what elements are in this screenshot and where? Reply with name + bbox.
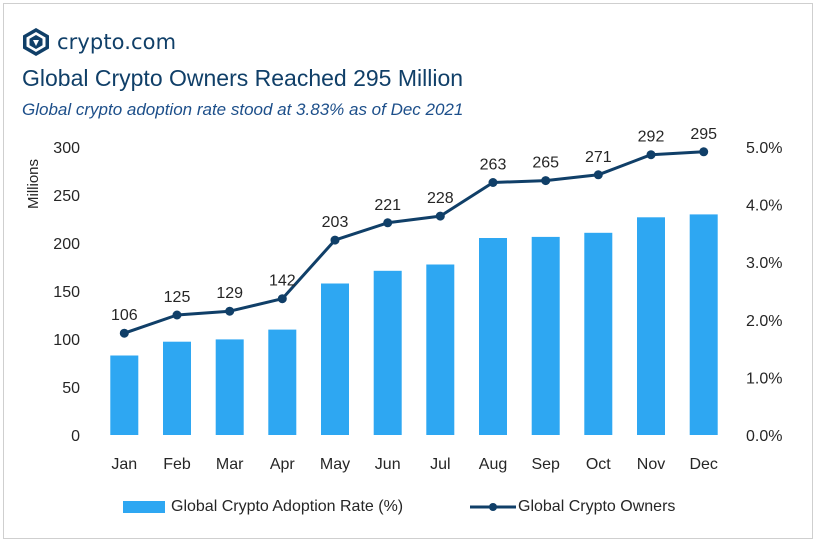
x-axis-tick-mar: Mar xyxy=(216,456,244,473)
data-label-jul: 228 xyxy=(427,190,454,207)
left-axis-tick: 50 xyxy=(62,380,80,397)
owners-point-nov xyxy=(646,150,656,160)
bar-nov xyxy=(637,217,665,435)
x-axis-tick-dec: Dec xyxy=(689,456,717,473)
x-axis-tick-apr: Apr xyxy=(270,456,296,473)
owners-point-may xyxy=(330,235,340,245)
owners-point-dec xyxy=(699,147,709,157)
legend-bar-swatch xyxy=(123,501,165,513)
chart-subtitle: Global crypto adoption rate stood at 3.8… xyxy=(22,100,464,119)
right-axis-tick: 1.0% xyxy=(746,370,782,387)
x-axis-tick-aug: Aug xyxy=(479,456,507,473)
data-label-jan: 106 xyxy=(111,307,138,324)
bar-mar xyxy=(215,339,244,435)
bar-jan xyxy=(110,355,139,435)
x-axis-tick-oct: Oct xyxy=(586,456,611,473)
right-axis-tick: 3.0% xyxy=(746,255,782,272)
legend-label-adoption-rate: Global Crypto Adoption Rate (%) xyxy=(171,498,404,515)
left-axis-tick: 250 xyxy=(53,188,80,205)
left-axis-tick: 0 xyxy=(71,428,80,445)
chart-legend: Global Crypto Adoption Rate (%) Global C… xyxy=(0,496,818,518)
owners-point-aug xyxy=(488,178,498,187)
data-label-oct: 271 xyxy=(585,149,612,166)
data-label-dec: 295 xyxy=(690,126,717,143)
data-label-feb: 125 xyxy=(164,289,191,306)
left-axis-tick: 200 xyxy=(53,236,80,253)
owners-point-jan xyxy=(119,328,129,338)
y-axis-label-left: Millions xyxy=(25,159,42,209)
left-axis-tick: 300 xyxy=(53,140,80,157)
left-axis-tick: 100 xyxy=(53,332,80,349)
chart-title: Global Crypto Owners Reached 295 Million xyxy=(22,65,464,91)
x-axis-tick-nov: Nov xyxy=(637,456,665,473)
data-label-may: 203 xyxy=(322,214,349,231)
owners-point-jun xyxy=(383,218,393,228)
x-axis-tick-jul: Jul xyxy=(430,456,450,473)
legend-item-adoption-rate: Global Crypto Adoption Rate (%) xyxy=(123,496,403,518)
left-axis-tick: 150 xyxy=(53,284,80,301)
right-axis-tick: 5.0% xyxy=(746,140,782,157)
owners-point-apr xyxy=(277,294,287,304)
data-label-sep: 265 xyxy=(532,155,559,172)
data-label-nov: 292 xyxy=(638,129,665,146)
bar-sep xyxy=(531,236,560,435)
x-axis-tick-feb: Feb xyxy=(163,456,191,473)
bar-dec xyxy=(689,214,718,435)
owners-point-oct xyxy=(593,170,603,180)
data-label-mar: 129 xyxy=(216,285,243,302)
bar-aug xyxy=(479,238,507,435)
right-axis-tick: 4.0% xyxy=(746,198,782,215)
right-axis-tick: 0.0% xyxy=(746,428,782,445)
x-axis-tick-jan: Jan xyxy=(111,456,137,473)
data-label-apr: 142 xyxy=(269,273,296,290)
owners-point-feb xyxy=(172,310,182,320)
owners-point-sep xyxy=(541,176,551,186)
legend-line-swatch xyxy=(470,503,516,511)
crypto-com-logo-icon xyxy=(23,28,49,56)
bar-oct xyxy=(584,232,613,435)
x-axis-tick-may: May xyxy=(320,456,350,473)
x-axis-tick-jun: Jun xyxy=(375,456,401,473)
chart-frame xyxy=(3,3,813,539)
data-label-aug: 263 xyxy=(480,157,507,174)
x-axis-tick-sep: Sep xyxy=(531,456,560,473)
bar-jul xyxy=(426,264,455,435)
brand-name: crypto.com xyxy=(57,30,177,54)
bar-apr xyxy=(268,329,297,435)
owners-point-mar xyxy=(225,306,235,316)
data-label-jun: 221 xyxy=(374,197,401,214)
owners-point-jul xyxy=(435,211,445,221)
brand-logo: crypto.com xyxy=(22,27,176,57)
legend-label-crypto-owners: Global Crypto Owners xyxy=(518,498,676,515)
right-axis-tick: 2.0% xyxy=(746,313,782,330)
bar-feb xyxy=(163,341,191,435)
bar-jun xyxy=(373,270,402,435)
legend-item-crypto-owners: Global Crypto Owners xyxy=(470,496,675,518)
owners-line xyxy=(123,150,704,335)
bar-may xyxy=(321,283,349,435)
